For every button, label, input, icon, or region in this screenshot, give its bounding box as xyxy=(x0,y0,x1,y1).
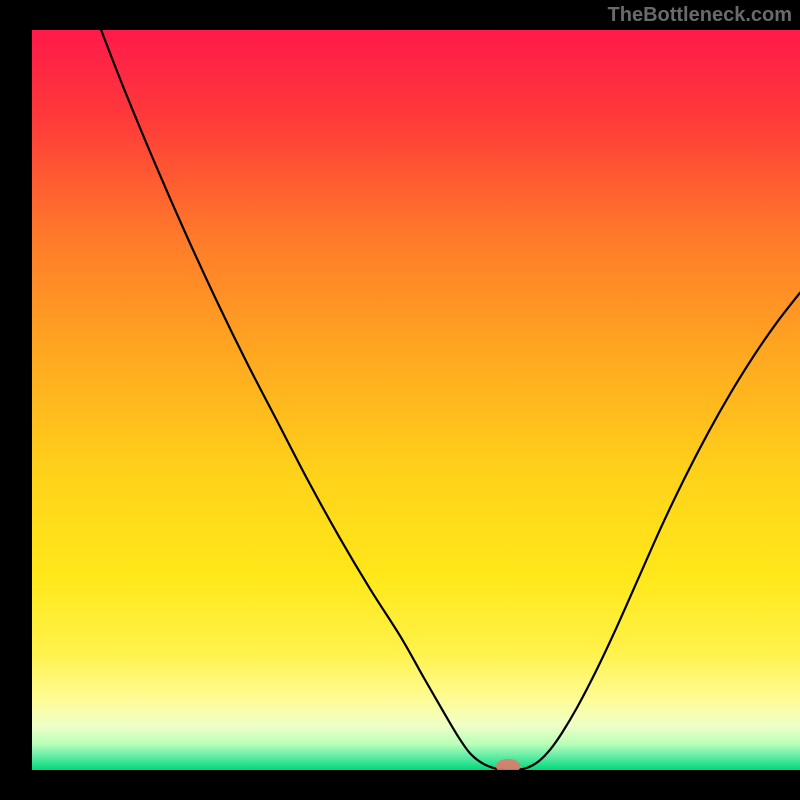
watermark-text: TheBottleneck.com xyxy=(608,4,792,27)
image-root: TheBottleneck.com xyxy=(0,0,800,800)
plot-area xyxy=(32,30,800,770)
chart-svg xyxy=(32,30,800,770)
chart-background xyxy=(32,30,800,770)
